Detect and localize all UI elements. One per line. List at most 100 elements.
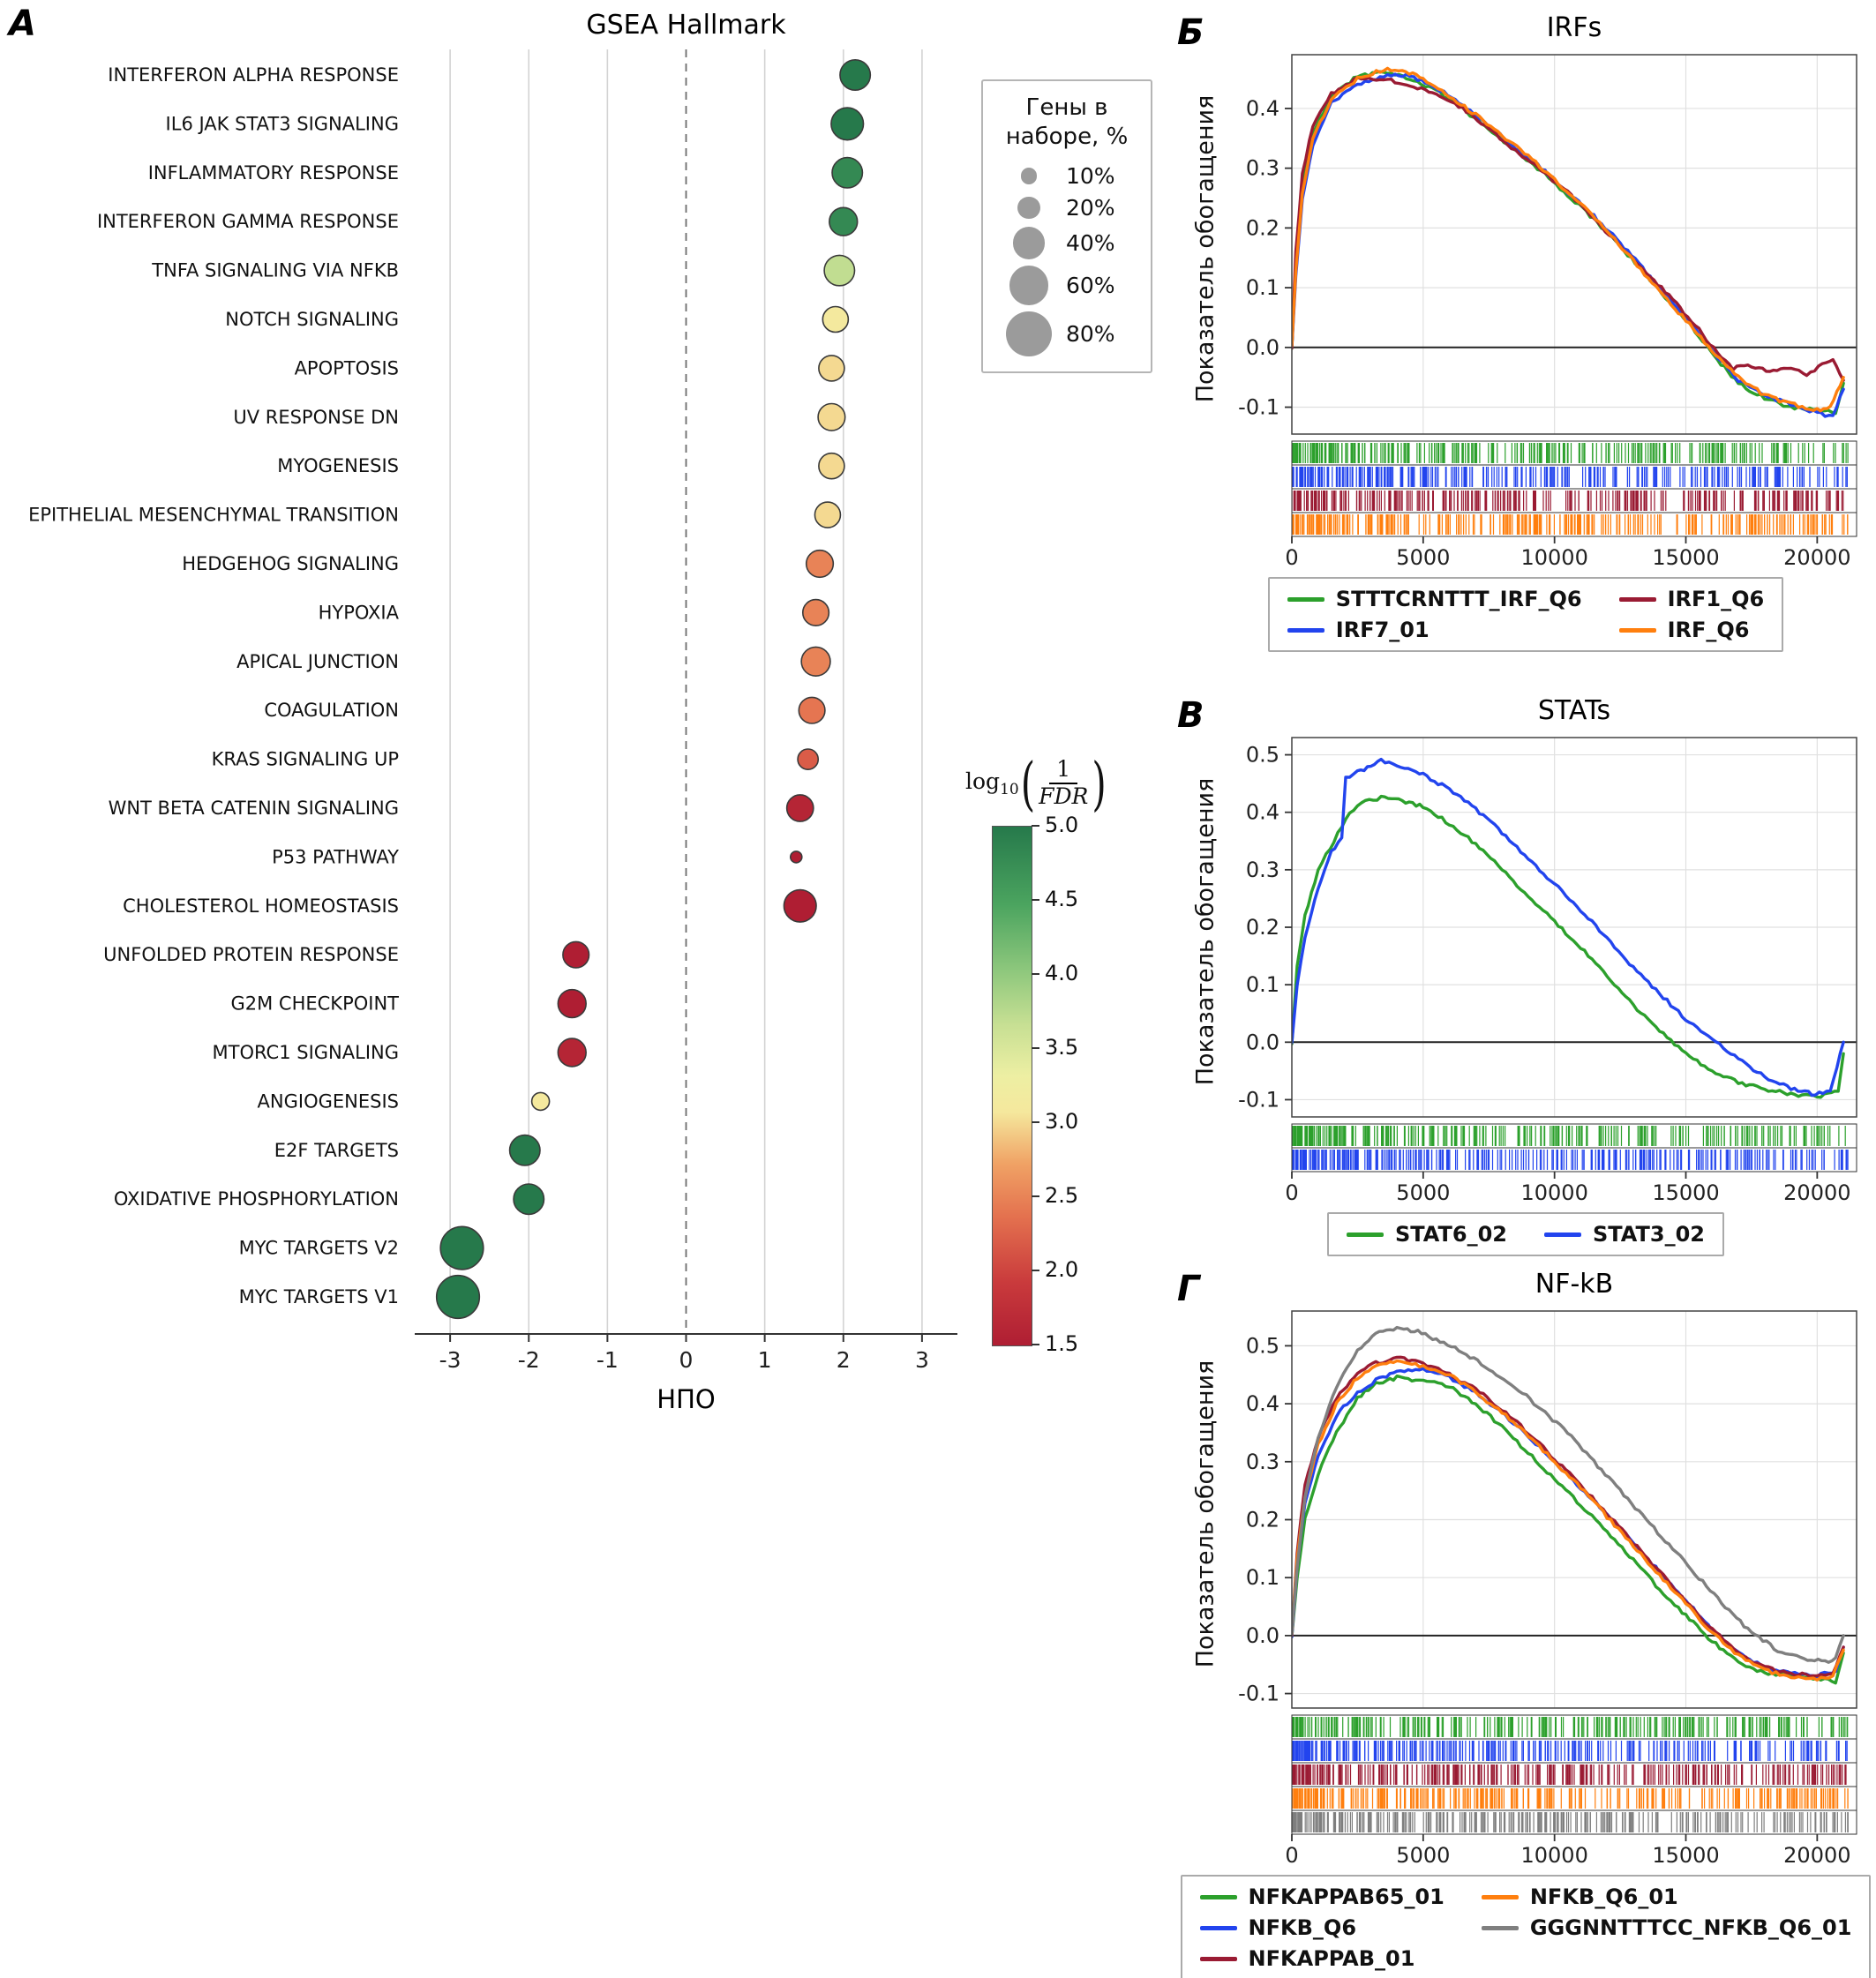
pathway-bubble	[839, 59, 872, 92]
pathway-label: NOTCH SIGNALING	[225, 309, 399, 330]
y-tick-label: 0.5	[1246, 1333, 1279, 1358]
colorbar-gradient	[992, 826, 1032, 1346]
pathway-bubble	[818, 452, 845, 480]
pathway-bubble	[797, 748, 820, 771]
y-tick-label: 0.1	[1246, 1565, 1279, 1590]
y-tick-label: 0.0	[1246, 1623, 1279, 1648]
colorbar-tickmark	[1032, 1270, 1039, 1271]
pathway-label: IL6 JAK STAT3 SIGNALING	[166, 113, 399, 134]
gsea-legend-stats: STAT6_02 STAT3_02	[1327, 1212, 1724, 1256]
plot-frame	[1291, 1310, 1857, 1709]
x-tick-label: 15000	[1652, 1180, 1719, 1205]
pathway-label: INTERFERON GAMMA RESPONSE	[97, 211, 399, 232]
pathway-bubble	[823, 254, 856, 287]
gsea-plot-nfkb: -0.1 0.0 0.1 0.2 0.3 0.4 0.5 0 5000 10000 15000 200…	[1238, 1310, 1857, 1868]
pathway-label: INTERFERON ALPHA RESPONSE	[108, 64, 399, 86]
pathway-bubble	[513, 1183, 545, 1216]
pathway-bubble	[801, 598, 830, 627]
pathway-label: HYPOXIA	[319, 602, 400, 623]
size-legend-item: 20%	[997, 195, 1147, 221]
pathway-label: UV RESPONSE DN	[233, 407, 399, 428]
legend-swatch	[1481, 1894, 1519, 1899]
colorbar-legend: log10 ( 1 FDR ) 1.5 2.0 2.5 3.0 3.5 4.0 4.5 5.0	[962, 750, 1209, 1422]
size-legend-label: 40%	[1066, 229, 1115, 256]
pathway-label: TNFA SIGNALING VIA NFKB	[151, 260, 399, 281]
pathway-bubble	[822, 305, 850, 333]
y-tick-label: 0.3	[1246, 156, 1279, 181]
pathway-bubble	[829, 206, 859, 236]
plot-frame	[1291, 54, 1857, 435]
size-legend-label: 60%	[1066, 272, 1115, 298]
x-tick-label: 3	[915, 1347, 929, 1373]
series-curve-NFKAPPAB65_01	[1292, 1374, 1845, 1685]
colorbar-tickmark	[1032, 1047, 1039, 1049]
series-curve-NFKB_Q6	[1292, 1367, 1845, 1680]
left-paren: (	[1020, 750, 1036, 817]
pathway-label: G2M CHECKPOINT	[230, 993, 399, 1015]
pathway-bubble	[800, 646, 831, 677]
pathway-label: MYOGENESIS	[277, 455, 399, 476]
size-legend-label: 80%	[1066, 321, 1115, 348]
x-tick-label: 10000	[1520, 1843, 1587, 1868]
size-legend-label: 20%	[1066, 195, 1115, 221]
rug-row-frame	[1291, 1786, 1857, 1811]
y-tick-label: 0.2	[1246, 915, 1279, 940]
colorbar-tick-label: 3.5	[1045, 1035, 1079, 1060]
pathway-label: UNFOLDED PROTEIN RESPONSE	[103, 944, 399, 965]
series-curve-IRF1_Q6	[1292, 76, 1845, 382]
series-curve-NFKB_Q6_01	[1292, 1359, 1845, 1682]
colorbar-tickmark	[1032, 899, 1039, 901]
rug-row-frame	[1291, 1123, 1857, 1149]
series-curve-NFKAPPAB_01	[1292, 1355, 1845, 1678]
y-tick-label: -0.1	[1238, 1087, 1279, 1112]
size-legend-circle	[1012, 227, 1046, 259]
pathway-label: ANGIOGENESIS	[258, 1090, 399, 1112]
legend-swatch	[1618, 596, 1656, 602]
legend-item-NFKAPPAB65_01: NFKAPPAB65_01	[1199, 1884, 1445, 1909]
x-tick-label: 0	[1285, 1180, 1298, 1205]
pathway-bubble	[435, 1274, 481, 1320]
legend-label: STTTCRNTTT_IRF_Q6	[1335, 587, 1582, 611]
legend-swatch	[1199, 1925, 1237, 1930]
legend-swatch	[1287, 596, 1324, 602]
legend-swatch	[1199, 1894, 1237, 1899]
size-legend-item: 10%	[997, 163, 1147, 189]
x-tick-label: 15000	[1652, 1843, 1719, 1868]
y-tick-label: -0.1	[1238, 1682, 1279, 1706]
series-curve-STAT6_02	[1292, 794, 1845, 1099]
y-tick-label: 0.2	[1246, 1507, 1279, 1532]
x-tick-label: 10000	[1520, 545, 1587, 570]
legend-item-NFKB_Q6: NFKB_Q6	[1199, 1915, 1445, 1940]
series-curve-IRF7_01	[1292, 72, 1845, 418]
pathway-bubble	[831, 156, 864, 189]
size-legend-item: 80%	[997, 311, 1147, 357]
x-tick-label: 15000	[1652, 545, 1719, 570]
series-curve-STTTCRNTTT_IRF_Q6	[1292, 70, 1845, 416]
pathway-bubble	[557, 1038, 587, 1068]
colorbar-tick-label: 5.0	[1045, 813, 1079, 837]
x-tick-label: 5000	[1396, 1180, 1450, 1205]
colorbar-tick-label: 4.0	[1045, 961, 1079, 985]
size-legend-circle	[1009, 265, 1049, 305]
pathway-label: MYC TARGETS V1	[239, 1286, 399, 1307]
colorbar-tick-label: 1.5	[1045, 1331, 1079, 1356]
y-tick-label: 0.1	[1246, 275, 1279, 300]
size-legend: Гены в наборе, % 10% 20% 40% 60% 80%	[981, 79, 1152, 374]
pathway-bubble	[508, 1134, 541, 1166]
size-legend-item: 60%	[997, 265, 1147, 305]
pathway-label: KRAS SIGNALING UP	[212, 749, 399, 770]
pathway-bubble	[439, 1225, 484, 1270]
legend-label: GGGNNTTTCC_NFKB_Q6_01	[1529, 1915, 1852, 1940]
colorbar-tickmark	[1032, 1195, 1039, 1197]
pathway-label: INFLAMMATORY RESPONSE	[148, 162, 399, 184]
y-tick-label: 0.3	[1246, 1450, 1279, 1474]
colorbar-tick-label: 4.5	[1045, 887, 1079, 911]
legend-item-STAT3_02: STAT3_02	[1544, 1222, 1705, 1247]
series-curve-GGGNNTTTCC_NFKB_Q6_01	[1292, 1325, 1845, 1664]
x-tick-label: 5000	[1396, 545, 1450, 570]
series-curve-STAT3_02	[1292, 757, 1845, 1098]
size-legend-label: 10%	[1066, 163, 1115, 189]
legend-swatch	[1544, 1232, 1581, 1237]
x-axis-title: НПО	[657, 1384, 715, 1414]
gsea-title-stats: STATs	[1537, 695, 1611, 726]
